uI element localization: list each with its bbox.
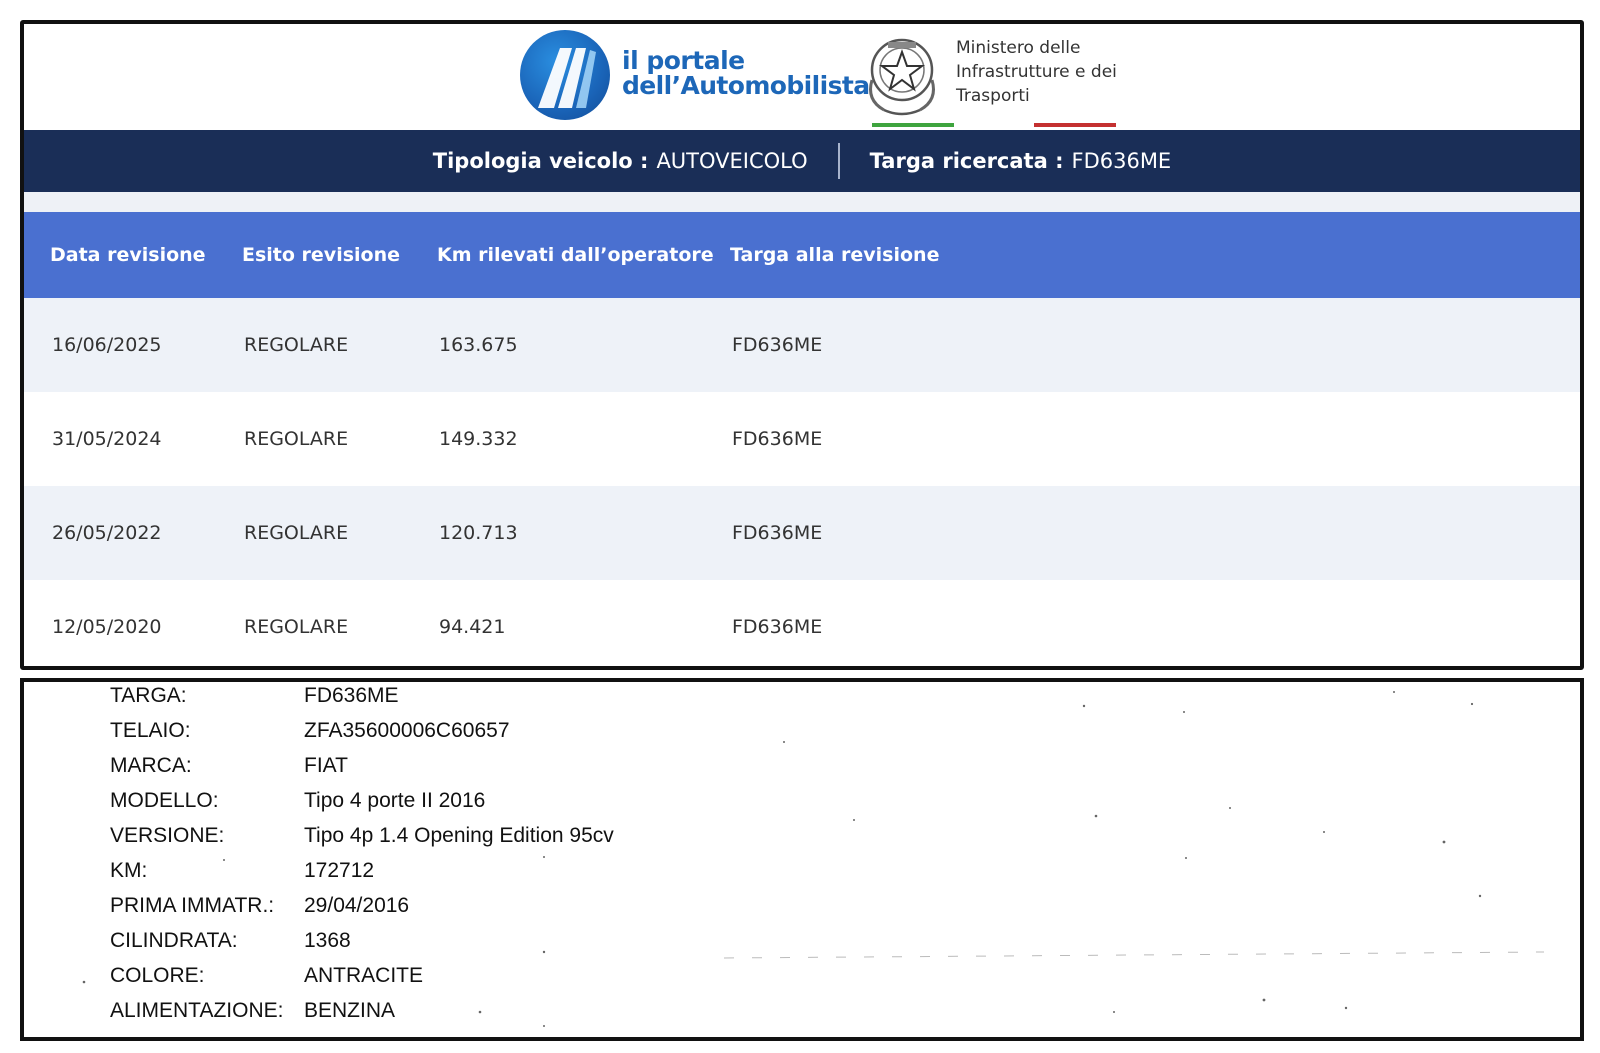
column-header-km: Km rilevati dall’operatore [437, 244, 714, 266]
vehicle-type-value: AUTOVEICOLO [656, 149, 808, 173]
spacer [24, 192, 1580, 212]
table-row: 12/05/2020 REGOLARE 94.421 FD636ME [24, 580, 1580, 666]
spec-row-version: VERSIONE: Tipo 4p 1.4 Opening Edition 95… [24, 824, 1580, 858]
spec-key: TELAIO: [110, 719, 191, 742]
spec-key: CILINDRATA: [110, 929, 238, 952]
portal-name-line1: il portale [622, 46, 745, 75]
cell-plate: FD636ME [732, 616, 823, 638]
spec-row-displacement: CILINDRATA: 1368 [24, 929, 1580, 963]
cell-outcome: REGOLARE [244, 522, 349, 544]
searched-plate-value: FD636ME [1071, 149, 1172, 173]
portal-road-logo-icon [520, 30, 610, 120]
portal-name-line2: dell’Automobilista [622, 71, 870, 100]
spec-value: FD636ME [304, 684, 399, 707]
cell-km: 94.421 [439, 616, 506, 638]
vehicle-details-panel: TARGA: FD636ME TELAIO: ZFA35600006C60657… [20, 678, 1584, 1041]
spec-key: TARGA: [110, 684, 187, 707]
cell-date: 12/05/2020 [52, 616, 162, 638]
spec-value: Tipo 4 porte II 2016 [304, 789, 486, 812]
spec-row-plate: TARGA: FD636ME [24, 684, 1580, 718]
column-header-outcome: Esito revisione [242, 244, 400, 266]
spec-row-color: COLORE: ANTRACITE [24, 964, 1580, 998]
spec-value: ANTRACITE [304, 964, 424, 987]
cell-km: 120.713 [439, 522, 518, 544]
search-info-bar: Tipologia veicolo : AUTOVEICOLO Targa ri… [24, 130, 1580, 192]
spec-key: MODELLO: [110, 789, 219, 812]
spec-value: FIAT [304, 754, 348, 777]
spec-value: 29/04/2016 [304, 894, 410, 917]
spec-key: VERSIONE: [110, 824, 225, 847]
cell-outcome: REGOLARE [244, 428, 349, 450]
table-row: 31/05/2024 REGOLARE 149.332 FD636ME [24, 392, 1580, 486]
spec-value: 1368 [304, 929, 351, 952]
ministry-line2: Infrastrutture e dei [956, 62, 1117, 82]
cell-plate: FD636ME [732, 334, 823, 356]
cell-date: 16/06/2025 [52, 334, 162, 356]
searched-plate-label: Targa ricercata : [869, 149, 1064, 173]
cell-plate: FD636ME [732, 428, 823, 450]
revision-history-panel: il portale dell’Automobilista Ministero … [20, 20, 1584, 670]
table-header: Data revisione Esito revisione Km rileva… [24, 212, 1580, 298]
cell-date: 31/05/2024 [52, 428, 162, 450]
table-row: 26/05/2022 REGOLARE 120.713 FD636ME [24, 486, 1580, 580]
spec-key: KM: [110, 859, 148, 882]
table-row: 16/06/2025 REGOLARE 163.675 FD636ME [24, 298, 1580, 392]
portal-header: il portale dell’Automobilista Ministero … [24, 24, 1580, 130]
vehicle-type-label: Tipologia veicolo : [432, 149, 649, 173]
spec-value: BENZINA [304, 999, 396, 1022]
column-header-date: Data revisione [50, 244, 206, 266]
cell-date: 26/05/2022 [52, 522, 162, 544]
column-header-plate: Targa alla revisione [730, 244, 940, 266]
ministry-name: Ministero delle Infrastrutture e dei Tra… [956, 36, 1117, 108]
cell-outcome: REGOLARE [244, 334, 349, 356]
spec-row-make: MARCA: FIAT [24, 754, 1580, 788]
spec-row-chassis: TELAIO: ZFA35600006C60657 [24, 719, 1580, 753]
spec-key: MARCA: [110, 754, 192, 777]
spec-value: Tipo 4p 1.4 Opening Edition 95cv [304, 824, 614, 847]
spec-row-fuel: ALIMENTAZIONE: BENZINA [24, 999, 1580, 1033]
spec-value: 172712 [304, 859, 375, 882]
spec-key: COLORE: [110, 964, 205, 987]
spec-key: ALIMENTAZIONE: [110, 999, 284, 1022]
cell-km: 149.332 [439, 428, 518, 450]
ministry-line1: Ministero delle [956, 38, 1081, 58]
cell-outcome: REGOLARE [244, 616, 349, 638]
flag-stripe-red [1034, 123, 1116, 127]
italian-republic-emblem-icon [862, 30, 942, 120]
ministry-line3: Trasporti [956, 86, 1030, 106]
cell-plate: FD636ME [732, 522, 823, 544]
spec-row-model: MODELLO: Tipo 4 porte II 2016 [24, 789, 1580, 823]
cell-km: 163.675 [439, 334, 518, 356]
info-separator [837, 143, 840, 179]
spec-key: PRIMA IMMATR.: [110, 894, 275, 917]
flag-stripe-green [872, 123, 954, 127]
spec-row-km: KM: 172712 [24, 859, 1580, 893]
spec-value: ZFA35600006C60657 [304, 719, 510, 742]
spec-row-first-registration: PRIMA IMMATR.: 29/04/2016 [24, 894, 1580, 928]
portal-name: il portale dell’Automobilista [622, 48, 870, 98]
